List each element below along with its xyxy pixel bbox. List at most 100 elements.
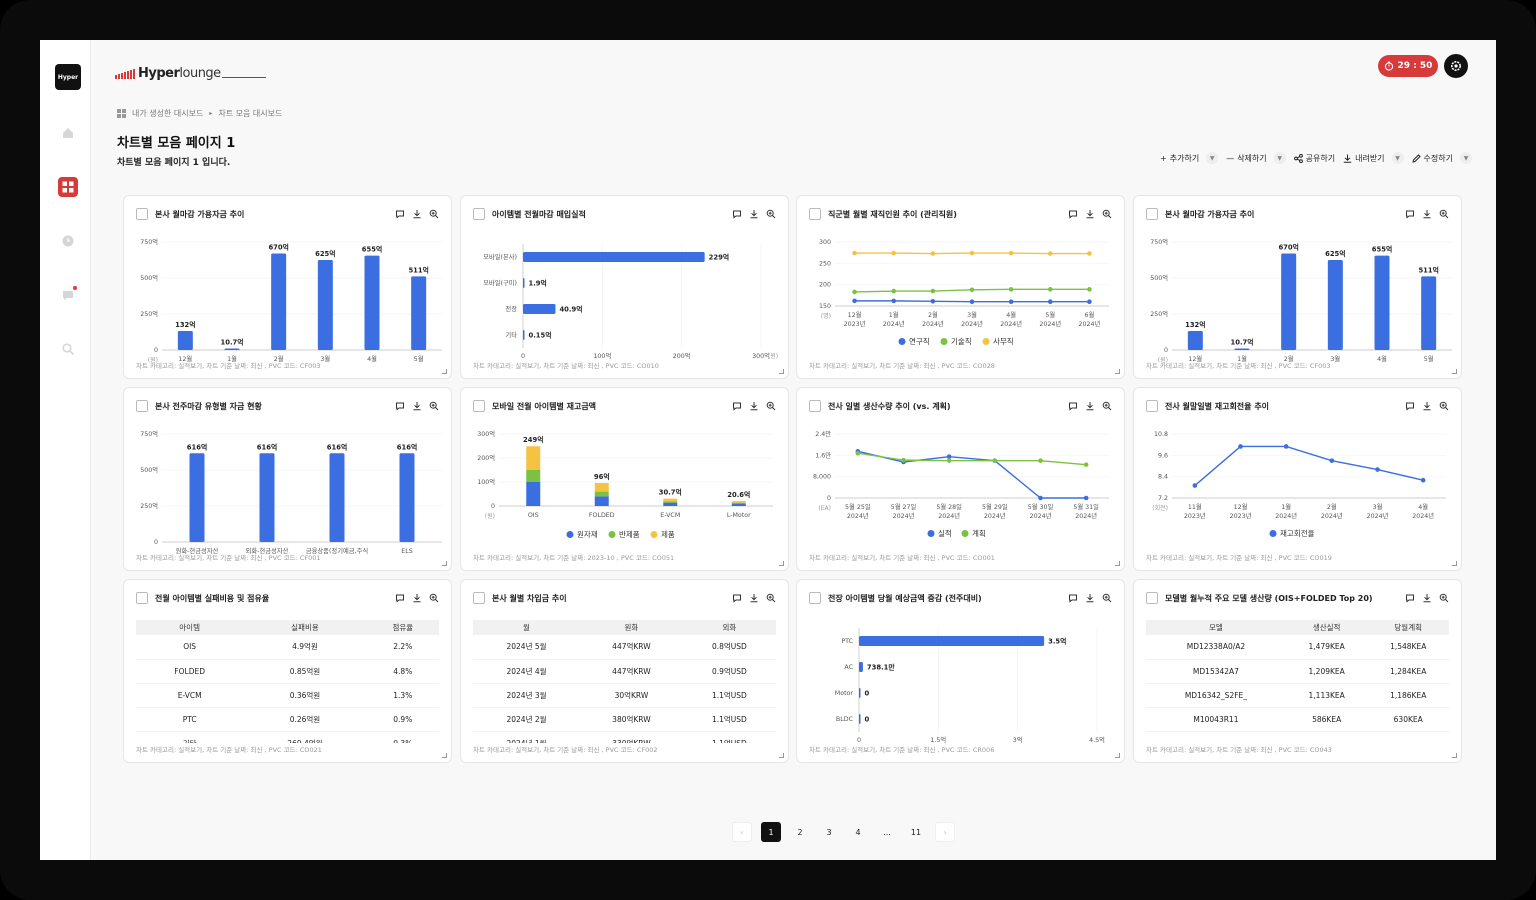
resize-handle[interactable] [1115, 753, 1120, 758]
table-row[interactable]: MD15342A7 1,209KEA 1,284KEA [1146, 659, 1449, 684]
table-row[interactable]: MD16342_S2FE_ 1,113KEA 1,186KEA [1146, 683, 1449, 708]
data-point[interactable] [1087, 287, 1092, 292]
series-line[interactable] [857, 450, 1087, 499]
data-point[interactable] [1083, 462, 1089, 467]
data-point[interactable] [901, 457, 906, 463]
bar[interactable] [259, 453, 275, 542]
zoom-icon[interactable] [429, 593, 439, 603]
download-icon[interactable] [749, 209, 759, 219]
data-point[interactable] [1192, 483, 1198, 488]
breadcrumb-item[interactable]: 내가 생성한 대시보드 [132, 109, 204, 118]
clock-icon[interactable] [60, 233, 76, 249]
chart-card[interactable]: 본사 월별 차입금 추이 월 원화 외화 2024년 5월 447억KRW 0.8억USD 2… [460, 579, 789, 763]
card-checkbox[interactable] [136, 400, 148, 412]
bar[interactable] [224, 348, 240, 350]
data-point[interactable] [1008, 250, 1014, 256]
data-point[interactable] [891, 298, 897, 304]
chart-card[interactable]: 본사 전주마감 유형별 자금 현황 0 250억 500억 750억 616억 원화-현금성… [123, 387, 452, 571]
home-icon[interactable] [60, 125, 76, 141]
chat-icon[interactable] [60, 286, 77, 303]
zoom-icon[interactable] [766, 593, 776, 603]
resize-handle[interactable] [1452, 561, 1457, 566]
resize-handle[interactable] [442, 753, 447, 758]
table-row[interactable]: 2024년 2월 380억KRW 1.1억USD [473, 707, 776, 732]
card-checkbox[interactable] [1146, 400, 1158, 412]
stacked-segment[interactable] [663, 501, 678, 503]
card-checkbox[interactable] [473, 400, 485, 412]
bar[interactable] [1327, 260, 1343, 350]
stacked-segment[interactable] [526, 470, 541, 482]
stacked-segment[interactable] [594, 491, 609, 497]
bar[interactable] [523, 252, 705, 262]
page-button[interactable]: 4 [855, 827, 861, 837]
bar[interactable] [317, 260, 333, 350]
chevron-down-icon[interactable]: ▼ [1206, 152, 1219, 164]
bar[interactable] [271, 253, 287, 350]
comment-icon[interactable] [1405, 401, 1415, 411]
next-page-button[interactable]: › [935, 822, 955, 842]
data-point[interactable] [891, 288, 897, 294]
card-checkbox[interactable] [809, 208, 821, 220]
page-button[interactable]: 2 [797, 827, 803, 837]
search-icon[interactable] [60, 341, 76, 357]
zoom-icon[interactable] [1102, 209, 1112, 219]
bar[interactable] [859, 714, 861, 724]
bar[interactable] [1281, 253, 1297, 350]
comment-icon[interactable] [395, 401, 405, 411]
comment-icon[interactable] [1405, 209, 1415, 219]
table-row[interactable]: MD12338A0/A2 1,479KEA 1,548KEA [1146, 635, 1449, 660]
stacked-segment[interactable] [594, 496, 609, 506]
chart-card[interactable]: 본사 월마감 가용자금 추이 0 250억 500억 750억 (원) 132억 12월 202… [1133, 195, 1462, 379]
data-point[interactable] [930, 251, 936, 256]
bar[interactable] [411, 276, 427, 350]
data-point[interactable] [946, 454, 952, 459]
data-point[interactable] [855, 450, 861, 456]
chart-card[interactable]: 전사 일별 생산수량 추이 (vs. 계획) 0 8,000 1.6만 2.4만 (EA)… [796, 387, 1125, 571]
table-row[interactable]: 2024년 5월 447억KRW 0.8억USD [473, 635, 776, 660]
table-row[interactable]: 기타 269.4억원 0.3% [136, 731, 439, 743]
chart-card[interactable]: 전사 월말일별 재고회전율 추이 7.2 8.4 9.6 10.8 (회전) 11월 2023… [1133, 387, 1462, 571]
data-point[interactable] [946, 458, 952, 463]
chevron-down-icon[interactable]: ▼ [1391, 152, 1404, 164]
data-point[interactable] [1087, 251, 1092, 256]
data-point[interactable] [891, 250, 897, 256]
comment-icon[interactable] [732, 209, 742, 219]
resize-handle[interactable] [779, 561, 784, 566]
data-point[interactable] [1047, 251, 1053, 256]
zoom-icon[interactable] [429, 401, 439, 411]
download-icon[interactable] [749, 401, 759, 411]
comment-icon[interactable] [395, 593, 405, 603]
chevron-down-icon[interactable]: ▼ [1273, 152, 1286, 164]
edit-button[interactable]: 수정하기 ▼ [1411, 150, 1472, 166]
bar[interactable] [177, 330, 193, 350]
card-checkbox[interactable] [809, 400, 821, 412]
download-icon[interactable] [1422, 401, 1432, 411]
resize-handle[interactable] [779, 369, 784, 374]
stacked-segment[interactable] [731, 501, 746, 503]
data-point[interactable] [930, 299, 936, 304]
bar[interactable] [399, 453, 415, 542]
stacked-segment[interactable] [731, 502, 746, 504]
app-logo[interactable]: Hyper [55, 64, 81, 90]
bar[interactable] [364, 255, 380, 350]
breadcrumb-item[interactable]: 차트 모음 대시보드 [218, 109, 283, 118]
chart-card[interactable]: 직군별 월별 재직인원 추이 (관리직원) 150 200 250 300 (명) 12월 2… [796, 195, 1125, 379]
download-icon[interactable] [1085, 401, 1095, 411]
zoom-icon[interactable] [429, 209, 439, 219]
series-line[interactable] [1194, 445, 1424, 487]
download-icon[interactable] [1085, 209, 1095, 219]
resize-handle[interactable] [442, 561, 447, 566]
bar[interactable] [523, 304, 556, 314]
dashboard-icon[interactable] [58, 177, 78, 197]
data-point[interactable] [1008, 287, 1014, 292]
download-icon[interactable] [1085, 593, 1095, 603]
comment-icon[interactable] [732, 593, 742, 603]
zoom-icon[interactable] [766, 209, 776, 219]
table-row[interactable]: 2024년 4월 447억KRW 0.9억USD [473, 659, 776, 684]
comment-icon[interactable] [1068, 593, 1078, 603]
data-point[interactable] [1283, 444, 1289, 449]
data-point[interactable] [969, 287, 975, 293]
download-icon[interactable] [749, 593, 759, 603]
bar[interactable] [1187, 330, 1203, 350]
page-button[interactable]: 1 [761, 822, 781, 842]
